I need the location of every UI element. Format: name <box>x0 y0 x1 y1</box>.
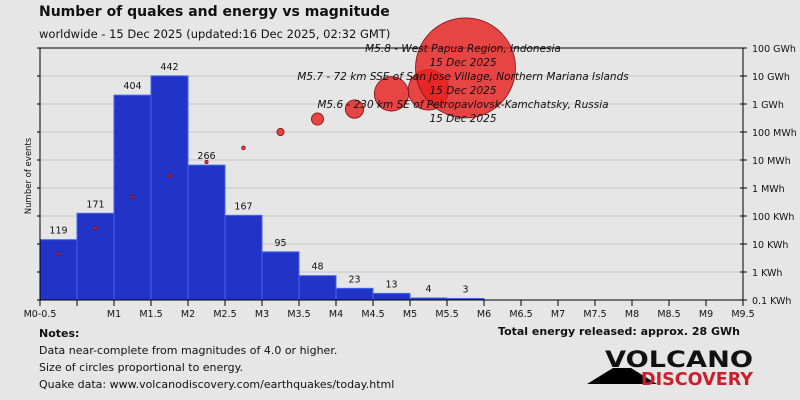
note-line: Data near-complete from magnitudes of 4.… <box>39 344 338 357</box>
x-tick-label: M1.5 <box>139 309 162 320</box>
bar-label: 266 <box>197 151 215 162</box>
energy-circle <box>311 112 324 126</box>
annotation-text: M5.6 - 230 km SE of Petropavlovsk-Kamcha… <box>317 99 608 111</box>
bar-label: 23 <box>348 274 360 285</box>
y2-tick-label: 10 KWh <box>752 240 788 251</box>
energy-circle <box>241 145 246 151</box>
x-tick-label: M0-0.5 <box>24 309 57 320</box>
energy-circle <box>93 226 98 231</box>
annotation-text: M5.7 - 72 km SSE of San Jose Village, No… <box>297 71 629 83</box>
chart-title: Number of quakes and energy vs magnitude <box>39 4 390 20</box>
energy-circle <box>130 194 135 199</box>
note-line: Quake data: www.volcanodiscovery.com/ear… <box>39 378 395 391</box>
energy-circle <box>56 251 61 256</box>
x-tick-label: M3.5 <box>287 309 310 320</box>
bar <box>261 251 300 301</box>
x-tick-label: M4.5 <box>361 309 384 320</box>
bar-label: 4 <box>425 284 431 295</box>
bar <box>150 75 189 301</box>
y-axis-label: Number of events <box>24 137 34 214</box>
bar <box>187 164 226 301</box>
x-tick-label: M2 <box>181 309 195 320</box>
y2-tick-label: 1 GWh <box>752 100 784 111</box>
x-tick-label: M9.5 <box>731 309 754 320</box>
notes-heading: Notes: <box>39 327 80 340</box>
volcano-icon <box>587 368 657 384</box>
annotation-text: M5.8 - West Papua Region, Indonesia <box>365 43 561 55</box>
x-tick-label: M6 <box>477 309 491 320</box>
energy-circle <box>167 173 172 178</box>
y2-tick-label: 1 MWh <box>752 184 785 195</box>
energy-circle <box>344 99 365 119</box>
y2-tick-label: 0.1 KWh <box>752 296 791 307</box>
y2-tick-label: 100 MWh <box>752 128 797 139</box>
bar-label: 13 <box>385 279 397 290</box>
bar-label: 3 <box>462 284 468 295</box>
x-tick-label: M9 <box>699 309 713 320</box>
bar <box>372 292 411 301</box>
x-tick-label: M8.5 <box>657 309 680 320</box>
x-tick-label: M7.5 <box>583 309 606 320</box>
logo-line2: DISCOVERY <box>641 369 754 388</box>
x-tick-label: M7 <box>551 309 565 320</box>
x-tick-label: M6.5 <box>509 309 532 320</box>
total-energy: Total energy released: approx. 28 GWh <box>498 325 740 338</box>
bar <box>39 239 78 301</box>
x-tick-label: M4 <box>329 309 343 320</box>
note-line: Size of circles proportional to energy. <box>39 361 244 374</box>
x-tick-label: M5 <box>403 309 417 320</box>
bar <box>335 287 374 301</box>
bar-label: 404 <box>123 81 141 92</box>
bar-label: 442 <box>160 62 178 73</box>
bar-label: 119 <box>49 226 67 237</box>
annotation-date: 15 Dec 2025 <box>429 85 496 97</box>
x-tick-label: M5.5 <box>435 309 458 320</box>
annotation-date: 15 Dec 2025 <box>429 57 496 69</box>
y2-tick-label: 1 KWh <box>752 268 782 279</box>
energy-circle <box>276 128 285 136</box>
notes: Notes: Data near-complete from magnitude… <box>39 325 394 393</box>
y2-tick-label: 10 GWh <box>752 72 790 83</box>
x-tick-label: M3 <box>255 309 269 320</box>
x-tick-label: M8 <box>625 309 639 320</box>
y2-tick-label: 100 KWh <box>752 212 794 223</box>
bar <box>224 214 263 301</box>
energy-circle <box>204 159 209 164</box>
bar-label: 95 <box>274 238 286 249</box>
bar-label: 48 <box>311 262 323 273</box>
bar-label: 167 <box>234 201 252 212</box>
volcanodiscovery-logo[interactable]: VOLCANO DISCOVERY <box>585 348 755 388</box>
chart-subtitle: worldwide - 15 Dec 2025 (updated:16 Dec … <box>39 27 391 41</box>
x-tick-label: M2.5 <box>213 309 236 320</box>
bar <box>298 275 337 301</box>
energy-circle <box>415 17 516 119</box>
chart-svg: 100 GWh 10 GWh 1 GWh 100 MWh 10 MWh 1 MWh 100 … <box>24 17 797 320</box>
y2-tick-label: 100 GWh <box>752 44 796 55</box>
annotation-date: 15 Dec 2025 <box>429 113 496 125</box>
bar-label: 171 <box>86 199 104 210</box>
logo-line1: VOLCANO <box>605 348 753 373</box>
y2-tick-label: 10 MWh <box>752 156 791 167</box>
x-tick-label: M1 <box>107 309 121 320</box>
